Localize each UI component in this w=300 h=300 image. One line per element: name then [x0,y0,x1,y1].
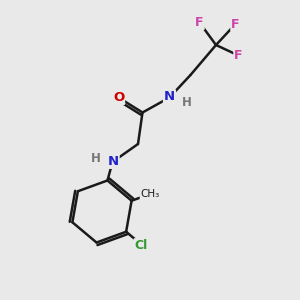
Text: O: O [113,91,124,104]
Text: F: F [195,16,204,29]
Text: F: F [234,49,243,62]
Text: CH₃: CH₃ [140,188,160,199]
Text: F: F [231,17,240,31]
Text: N: N [164,90,175,104]
Text: H: H [182,96,192,110]
Text: Cl: Cl [135,239,148,252]
Text: H: H [91,152,101,165]
Text: N: N [107,155,119,168]
